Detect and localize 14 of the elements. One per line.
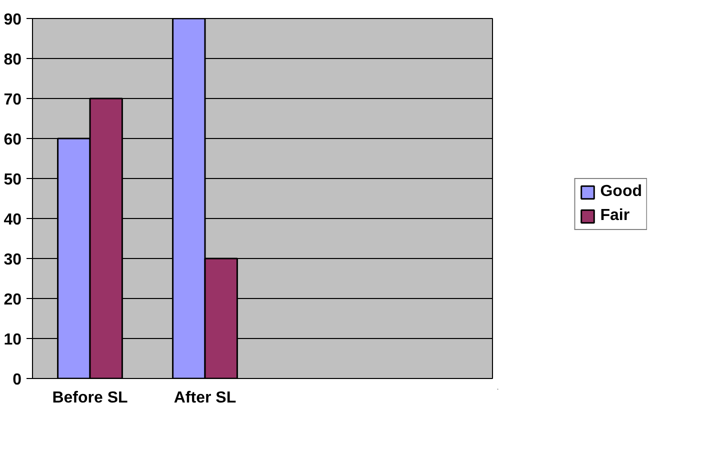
- x-tick-label: Before SL: [52, 390, 128, 406]
- legend-label: Good: [600, 182, 642, 200]
- y-tick-label: 20: [4, 292, 22, 308]
- y-tick-label: 30: [4, 252, 22, 268]
- x-tick-label: After SL: [174, 390, 236, 406]
- y-tick-label: 90: [4, 12, 22, 28]
- y-tick-label: 70: [4, 92, 22, 108]
- y-tick-label: 50: [4, 172, 22, 188]
- y-tick-label: 10: [4, 332, 22, 348]
- y-tick-label: 60: [4, 132, 22, 148]
- y-tick-label: 80: [4, 52, 22, 68]
- y-tick-label: 0: [12, 372, 22, 388]
- legend-label: Fair: [600, 206, 630, 224]
- y-tick-label: 40: [4, 212, 22, 228]
